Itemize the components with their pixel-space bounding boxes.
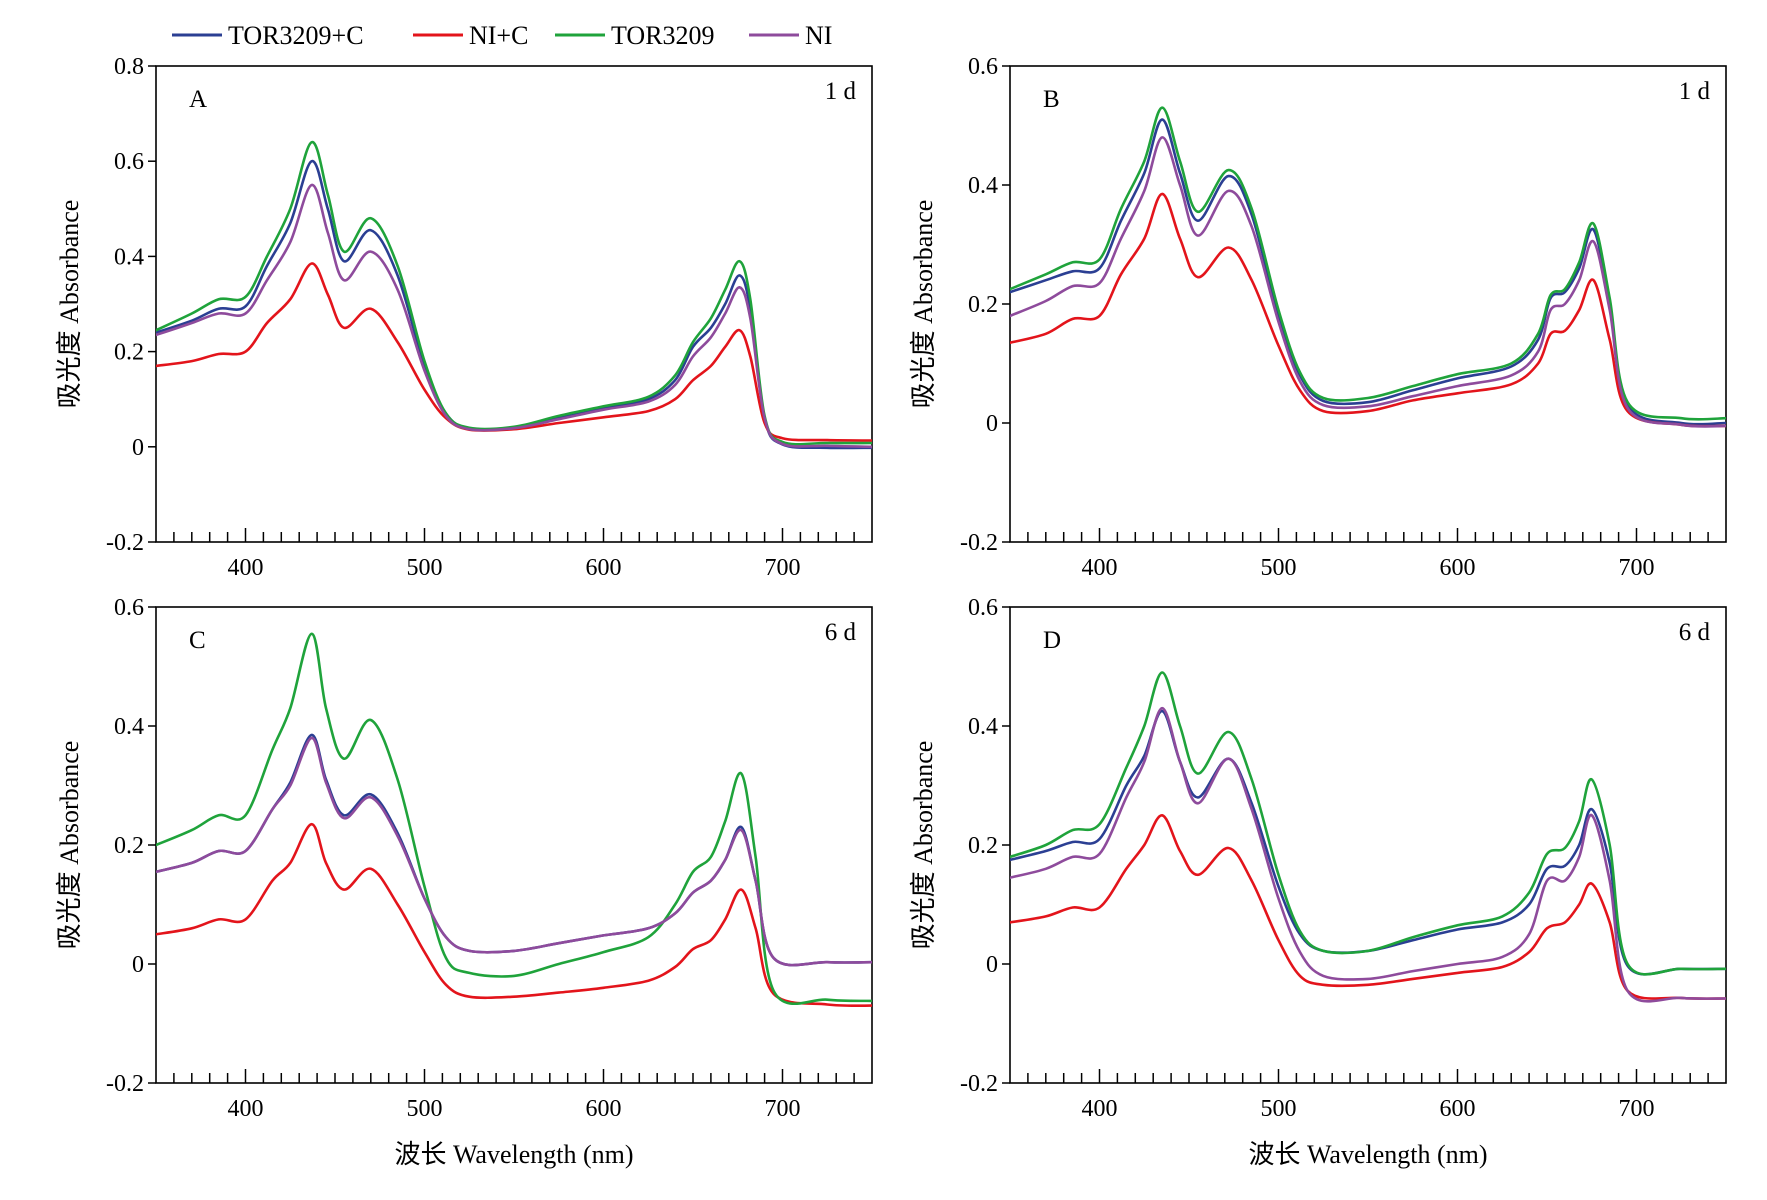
y-tick-label-c-2: 0.2: [114, 833, 144, 859]
series-line-ni-c-c: [156, 822, 872, 1008]
x-tick-label-d-600: 600: [1440, 1096, 1476, 1122]
panel-day-label-b: 1 d: [1679, 78, 1711, 105]
legend-label-ni: NI: [805, 21, 832, 50]
plot-frame-d: [1009, 606, 1727, 1084]
x-tick-label-b-700: 700: [1619, 555, 1655, 581]
panel-c: 400 500 600 700 -0.2 0 0.2 0.4 0.6 吸光度 Absorbance…: [55, 595, 873, 1169]
x-tick-label-b-400: 400: [1082, 555, 1118, 581]
panel-b: 400 500 600 700 -0.2 0 0.2 0.4 0.6 吸光度 Absorbance…: [909, 54, 1727, 581]
y-tick-label-b-1: 0: [986, 411, 998, 437]
legend-label-ni-c: NI+C: [469, 21, 528, 50]
panel-day-label-d: 6 d: [1679, 619, 1711, 646]
series-line-ni-c: [156, 736, 872, 967]
x-tick-label-a-700: 700: [765, 555, 801, 581]
y-tick-label-d-2: 0.2: [968, 833, 998, 859]
legend-label-tor3209: TOR3209: [611, 21, 715, 50]
x-tick-label-d-700: 700: [1619, 1096, 1655, 1122]
legend: TOR3209+C NI+C TOR3209 NI: [172, 21, 832, 50]
series-line-tor3209-c: [156, 632, 872, 1006]
x-tick-label-a-600: 600: [586, 555, 622, 581]
x-tick-label-c-600: 600: [586, 1096, 622, 1122]
legend-item-tor3209-c: TOR3209+C: [172, 21, 364, 50]
series-line-tor3209-c-b: [1010, 118, 1726, 426]
x-tick-label-c-700: 700: [765, 1096, 801, 1122]
y-tick-label-b-2: 0.2: [968, 292, 998, 318]
legend-label-tor3209-c: TOR3209+C: [228, 21, 364, 50]
y-tick-label-a-1: 0: [132, 435, 144, 461]
y-tick-label-d-0: -0.2: [960, 1071, 998, 1097]
y-tick-label-d-4: 0.6: [968, 595, 998, 621]
y-tick-label-c-3: 0.4: [114, 714, 144, 740]
series-line-ni-b: [1010, 136, 1726, 428]
y-tick-label-a-2: 0.2: [114, 340, 144, 366]
plot-frame-c: [155, 606, 873, 1084]
x-tick-label-c-500: 500: [407, 1096, 443, 1122]
x-tick-label-a-500: 500: [407, 555, 443, 581]
y-axis-title-d: 吸光度 Absorbance: [909, 741, 938, 950]
y-tick-label-c-1: 0: [132, 952, 144, 978]
series-line-ni-c-d: [1010, 814, 1726, 1000]
panel-d: 400 500 600 700 -0.2 0 0.2 0.4 0.6 吸光度 Absorbance…: [909, 595, 1727, 1169]
panel-letter-b: B: [1043, 86, 1060, 113]
series-line-ni-c-b: [1010, 192, 1726, 428]
series-line-tor3209-a: [156, 140, 872, 446]
x-tick-label-a-400: 400: [228, 555, 264, 581]
series-line-tor3209-d: [1010, 671, 1726, 976]
series-line-ni-a: [156, 183, 872, 449]
plot-frame-b: [1009, 65, 1727, 543]
y-tick-label-a-4: 0.6: [114, 149, 144, 175]
x-axis-title-c: 波长 Wavelength (nm): [394, 1140, 633, 1169]
y-tick-label-a-5: 0.8: [114, 54, 144, 80]
panel-day-label-c: 6 d: [825, 619, 857, 646]
panel-day-label-a: 1 d: [825, 78, 857, 105]
panel-letter-d: D: [1043, 627, 1061, 654]
x-tick-label-c-400: 400: [228, 1096, 264, 1122]
series-line-ni-d: [1010, 706, 1726, 1003]
x-tick-label-d-400: 400: [1082, 1096, 1118, 1122]
x-tick-label-d-500: 500: [1261, 1096, 1297, 1122]
panel-letter-c: C: [189, 627, 206, 654]
y-tick-label-c-4: 0.6: [114, 595, 144, 621]
plot-frame-a: [155, 65, 873, 543]
series-line-tor3209-b: [1010, 106, 1726, 421]
legend-item-ni-c: NI+C: [413, 21, 528, 50]
y-axis-title-c: 吸光度 Absorbance: [55, 741, 84, 950]
series-line-tor3209-c-a: [156, 159, 872, 450]
x-axis-title-d: 波长 Wavelength (nm): [1248, 1140, 1487, 1169]
y-tick-label-b-0: -0.2: [960, 530, 998, 556]
y-tick-label-a-0: -0.2: [106, 530, 144, 556]
y-tick-label-d-1: 0: [986, 952, 998, 978]
x-tick-label-b-500: 500: [1261, 555, 1297, 581]
legend-item-ni: NI: [749, 21, 832, 50]
y-tick-label-c-0: -0.2: [106, 1071, 144, 1097]
y-axis-title-a: 吸光度 Absorbance: [55, 200, 84, 409]
x-tick-label-b-600: 600: [1440, 555, 1476, 581]
panel-letter-a: A: [189, 86, 207, 113]
y-tick-label-b-3: 0.4: [968, 173, 998, 199]
y-axis-title-b: 吸光度 Absorbance: [909, 200, 938, 409]
legend-item-tor3209: TOR3209: [555, 21, 715, 50]
y-tick-label-b-4: 0.6: [968, 54, 998, 80]
y-tick-label-d-3: 0.4: [968, 714, 998, 740]
y-tick-label-a-3: 0.4: [114, 244, 144, 270]
panel-a: 400 500 600 700 -0.2 0 0.2 0.4 0.6 0.8 吸光度 Absorba…: [55, 54, 873, 581]
